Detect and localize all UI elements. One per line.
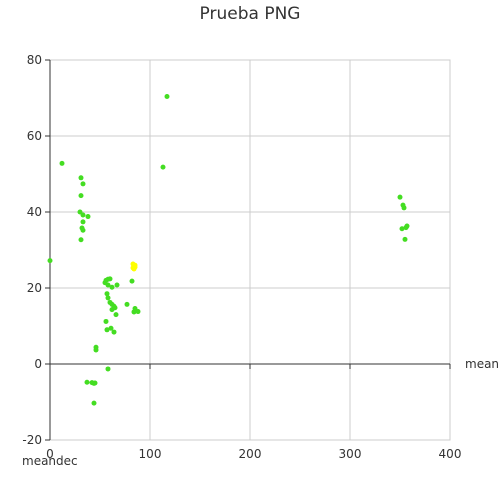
data-point-series-0 xyxy=(78,237,84,243)
data-point-series-0 xyxy=(104,327,110,333)
data-point-series-0 xyxy=(108,325,114,331)
y-tick-label: 80 xyxy=(27,53,42,67)
data-point-series-0 xyxy=(402,236,408,242)
data-point-series-0 xyxy=(103,318,109,324)
data-point-series-0 xyxy=(114,282,120,288)
data-point-series-0 xyxy=(401,205,407,211)
data-point-series-0 xyxy=(129,278,135,284)
x-tick-label: 0 xyxy=(46,447,54,461)
data-point-series-0 xyxy=(104,291,110,297)
data-point-series-0 xyxy=(80,212,86,218)
data-point-series-0 xyxy=(84,379,90,385)
data-point-series-0 xyxy=(78,193,84,199)
y-tick-label: 20 xyxy=(27,281,42,295)
data-point-series-0 xyxy=(399,226,405,232)
data-point-series-0 xyxy=(47,258,53,264)
data-point-series-0 xyxy=(105,366,111,372)
data-point-series-0 xyxy=(124,301,130,307)
x-tick-label: 300 xyxy=(339,447,362,461)
y-axis-label: meandec xyxy=(22,454,78,468)
data-point-series-0 xyxy=(107,276,113,282)
data-point-series-0 xyxy=(113,312,119,318)
data-point-series-0 xyxy=(404,223,410,229)
data-point-series-0 xyxy=(80,227,86,233)
data-point-series-0 xyxy=(91,400,97,406)
x-tick-label: 400 xyxy=(439,447,462,461)
y-tick-label: 60 xyxy=(27,129,42,143)
y-tick-label: 0 xyxy=(34,357,42,371)
data-point-series-0 xyxy=(160,164,166,170)
data-point-series-0 xyxy=(80,219,86,225)
data-point-series-0 xyxy=(59,160,65,166)
data-point-series-0 xyxy=(92,380,98,386)
data-point-series-0 xyxy=(77,209,83,215)
data-point-series-0 xyxy=(397,194,403,200)
data-point-series-0 xyxy=(112,305,118,311)
data-point-series-0 xyxy=(164,93,170,99)
data-point-series-0 xyxy=(111,329,117,335)
data-point-series-1 xyxy=(132,264,138,270)
data-point-series-0 xyxy=(105,295,111,301)
y-tick-label: -20 xyxy=(22,433,42,447)
x-tick-label: 200 xyxy=(239,447,262,461)
y-tick-label: 40 xyxy=(27,205,42,219)
data-point-series-0 xyxy=(85,214,91,220)
data-point-series-0 xyxy=(109,284,115,290)
data-point-series-0 xyxy=(135,309,141,315)
data-point-series-0 xyxy=(78,175,84,181)
data-point-series-0 xyxy=(105,282,111,288)
data-point-series-0 xyxy=(93,347,99,353)
x-tick-label: 100 xyxy=(139,447,162,461)
data-point-series-0 xyxy=(80,181,86,187)
data-point-series-0 xyxy=(131,309,137,315)
chart-title: Prueba PNG xyxy=(199,4,301,24)
x-axis-label: meanra xyxy=(465,357,500,371)
